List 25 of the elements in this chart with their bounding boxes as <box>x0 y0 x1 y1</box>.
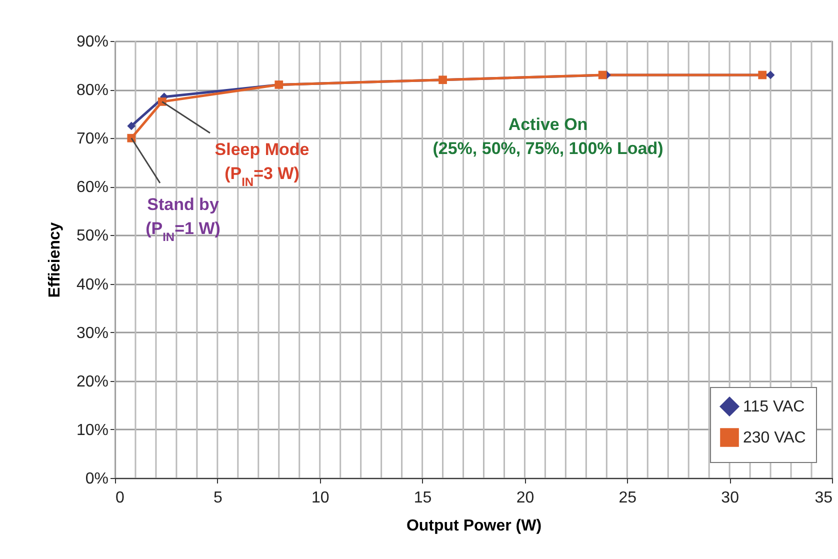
x-tick-label: 30 <box>721 490 740 506</box>
annotation: Sleep Mode (P$_{IN}$=3 W) <box>214 140 310 189</box>
y-axis-title: Effieiency <box>46 222 64 298</box>
x-tick-label: 0 <box>116 490 124 506</box>
annotation: Active On (25%, 50%, 75%, 100% Load) <box>432 115 664 158</box>
y-tick-label: 50% <box>76 228 108 245</box>
y-tick-label: 20% <box>76 373 108 390</box>
y-tick-label: 0% <box>85 470 108 488</box>
legend-label: 230 VAC <box>743 430 806 446</box>
y-tick-label: 70% <box>76 130 108 148</box>
x-tick-label: 5 <box>213 490 222 506</box>
y-tick-label: 30% <box>76 324 108 342</box>
x-tick-label: 25 <box>618 490 637 506</box>
x-tick-label: 35 <box>814 490 833 506</box>
annotation: Stand by (P$_{IN}$=1 W) <box>146 195 220 244</box>
y-tick-label: 40% <box>76 276 108 294</box>
y-tick-label: 90% <box>76 34 108 50</box>
y-tick-label: 60% <box>76 179 108 196</box>
x-axis-title: Output Power (W) <box>406 518 542 534</box>
x-tick-label: 20 <box>516 490 534 506</box>
y-tick-label: 80% <box>76 82 108 100</box>
y-tick-label: 10% <box>76 422 108 439</box>
x-tick-label: 15 <box>414 490 432 506</box>
x-tick-label: 10 <box>311 490 330 506</box>
legend-label: 115 VAC <box>743 398 805 416</box>
